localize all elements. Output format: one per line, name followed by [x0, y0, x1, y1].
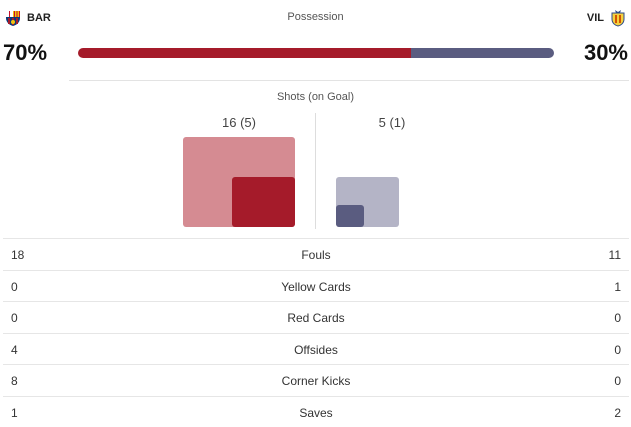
shots-center-divider — [315, 113, 316, 229]
stat-row: 4 Offsides 0 — [3, 332, 629, 365]
stat-away-value: 0 — [614, 311, 621, 325]
stat-row: 0 Yellow Cards 1 — [3, 269, 629, 302]
stat-away-value: 1 — [614, 279, 621, 294]
home-team: BAR — [4, 9, 51, 27]
stat-row: 1 Saves 2 — [3, 395, 629, 427]
stat-home-value: 4 — [11, 342, 18, 357]
stat-home-value: 0 — [11, 311, 18, 325]
stats-table: 18 Fouls 11 0 Yellow Cards 1 0 Red Cards 0 4 Offsi… — [3, 238, 629, 427]
away-shots-value: 5 (1) — [378, 115, 406, 130]
stat-away-value: 11 — [608, 248, 621, 262]
stat-label: Corner Kicks — [281, 374, 351, 388]
section-divider — [69, 80, 629, 81]
stat-home-value: 1 — [11, 405, 18, 420]
away-possession-bar — [411, 48, 554, 58]
home-possession-bar — [78, 48, 412, 58]
stat-away-value: 0 — [614, 374, 621, 388]
away-team-abbr: VIL — [586, 12, 604, 24]
home-shots-value: 16 (5) — [222, 115, 256, 130]
away-shots-on-goal-box — [336, 204, 364, 227]
stat-home-value: 0 — [11, 279, 18, 294]
home-team-abbr: BAR — [27, 12, 51, 24]
stat-label: Yellow Cards — [281, 279, 351, 294]
stat-away-value: 2 — [614, 405, 621, 420]
away-team: VIL — [587, 9, 627, 27]
stat-label: Fouls — [301, 248, 331, 262]
villarreal-crest-icon — [611, 10, 625, 27]
stat-row: 0 Red Cards 0 — [3, 301, 629, 333]
shots-title: Shots (on Goal) — [276, 91, 355, 103]
away-possession-value: 30% — [583, 40, 628, 65]
stat-home-value: 18 — [11, 248, 25, 262]
stat-home-value: 8 — [11, 374, 18, 388]
stat-away-value: 0 — [614, 342, 621, 357]
possession-bar — [78, 48, 554, 58]
home-shots-on-goal-box — [232, 176, 295, 227]
stat-row: 18 Fouls 11 — [3, 238, 629, 270]
stat-label: Red Cards — [287, 311, 345, 325]
home-possession-value: 70% — [3, 40, 48, 65]
stat-label: Saves — [299, 405, 333, 420]
barcelona-crest-icon — [6, 11, 20, 26]
stat-label: Offsides — [294, 342, 338, 357]
possession-title: Possession — [287, 11, 344, 23]
stat-row: 8 Corner Kicks 0 — [3, 364, 629, 396]
